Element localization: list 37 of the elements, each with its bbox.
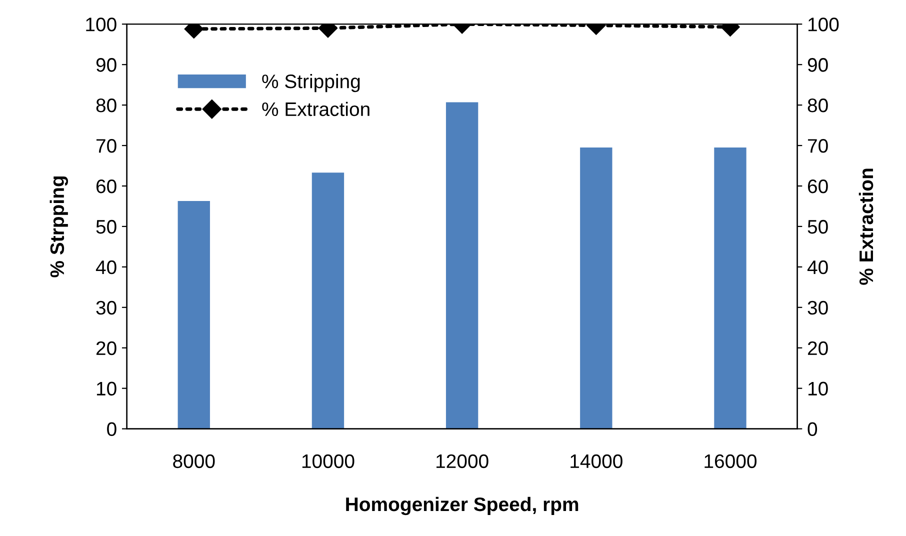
y-tick-label: 20 [96, 341, 116, 356]
y2-tick-label: 10 [808, 382, 828, 396]
x-tick-label: 12000 [436, 454, 488, 468]
y2-tick-label: 20 [808, 341, 828, 356]
y-axis-title: % Strpping [50, 176, 68, 278]
x-tick-label: 14000 [570, 454, 622, 468]
y-tick-label: 10 [96, 382, 116, 396]
y2-tick-label: 80 [808, 98, 828, 112]
y-tick-label: 90 [96, 58, 116, 72]
bar [580, 148, 612, 429]
y2-tick-label: 60 [808, 179, 828, 194]
y2-tick-label: 100 [808, 18, 839, 32]
legend-label: % Stripping [262, 74, 360, 92]
y2-tick-label: 0 [808, 422, 818, 436]
x-tick-label: 10000 [302, 454, 354, 468]
y-tick-label: 80 [96, 98, 116, 112]
x-tick-label: 16000 [704, 454, 757, 468]
bar [714, 148, 746, 429]
y-tick-label: 70 [96, 138, 116, 153]
y2-axis-title: % Extraction [858, 168, 874, 285]
y-tick-label: 50 [96, 220, 116, 234]
bar [446, 102, 478, 429]
y2-tick-label: 70 [808, 138, 828, 153]
y-tick-label: 100 [86, 18, 116, 32]
y-tick-label: 30 [96, 300, 116, 315]
y2-tick-label: 40 [807, 260, 828, 274]
y2-tick-label: 50 [808, 220, 828, 234]
bar [312, 172, 344, 429]
x-axis-title: Homogenizer Speed, rpm [346, 496, 578, 516]
bar [178, 200, 210, 429]
y-tick-label: 0 [107, 422, 116, 436]
y-tick-label: 60 [96, 179, 116, 194]
x-tick-label: 8000 [173, 454, 215, 468]
y2-tick-label: 30 [808, 300, 828, 315]
y2-tick-label: 90 [808, 58, 828, 72]
y-tick-label: 40 [96, 260, 116, 274]
legend-label: % Extraction [262, 102, 370, 116]
